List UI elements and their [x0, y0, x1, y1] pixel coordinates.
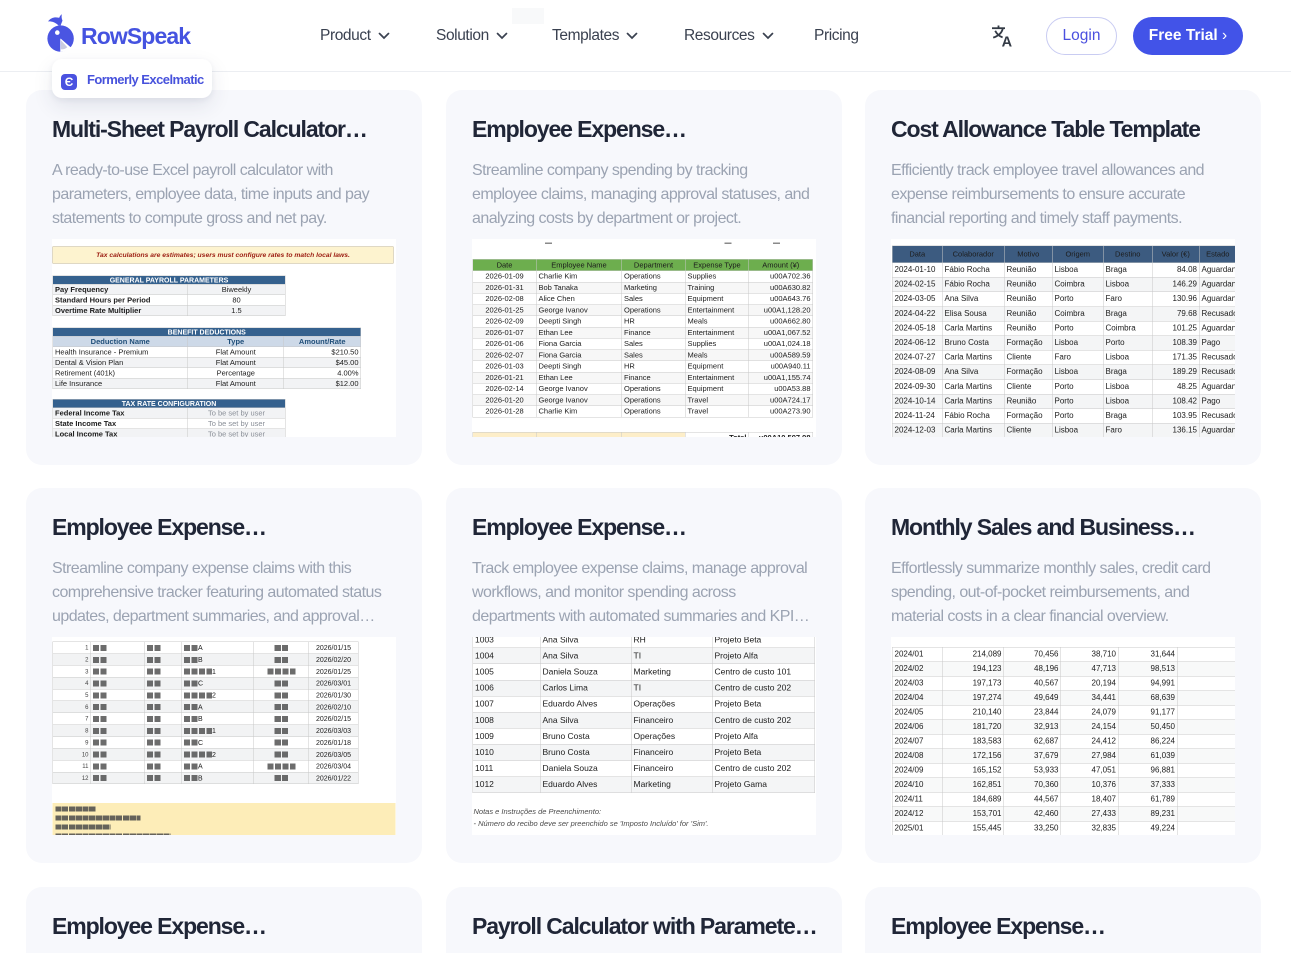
- svg-text:A: A: [1002, 35, 1013, 49]
